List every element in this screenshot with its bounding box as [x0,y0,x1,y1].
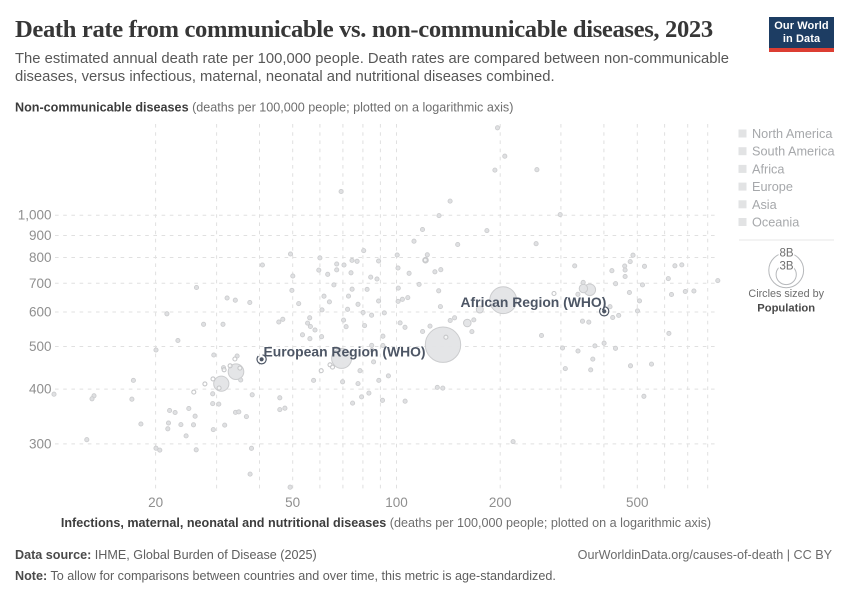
svg-text:Circles sized by: Circles sized by [748,288,824,300]
svg-text:Infections, maternal, neonatal: Infections, maternal, neonatal and nutri… [61,516,711,530]
svg-text:1,000: 1,000 [18,208,52,223]
svg-text:South America: South America [752,145,835,159]
svg-text:Non-communicable diseases (dea: Non-communicable diseases (deaths per 10… [15,101,513,115]
svg-text:500: 500 [626,495,649,510]
svg-text:North America: North America [752,127,833,141]
svg-text:Population: Population [757,303,815,315]
svg-text:Oceania: Oceania [752,216,800,230]
svg-text:Europe: Europe [752,180,793,194]
svg-text:500: 500 [29,339,52,354]
svg-text:African Region (WHO): African Region (WHO) [461,294,607,310]
svg-text:50: 50 [285,495,300,510]
svg-text:Africa: Africa [752,162,785,176]
svg-text:8B: 8B [779,247,793,259]
svg-text:800: 800 [29,250,52,265]
svg-text:European Region (WHO): European Region (WHO) [264,344,426,360]
svg-text:200: 200 [489,495,512,510]
svg-text:900: 900 [29,228,52,243]
svg-text:Asia: Asia [752,198,778,212]
svg-text:400: 400 [29,382,52,397]
svg-text:20: 20 [148,495,163,510]
svg-text:3B: 3B [779,260,793,272]
svg-text:600: 600 [29,305,52,320]
svg-text:100: 100 [385,495,408,510]
svg-text:700: 700 [29,276,52,291]
svg-text:300: 300 [29,436,52,451]
